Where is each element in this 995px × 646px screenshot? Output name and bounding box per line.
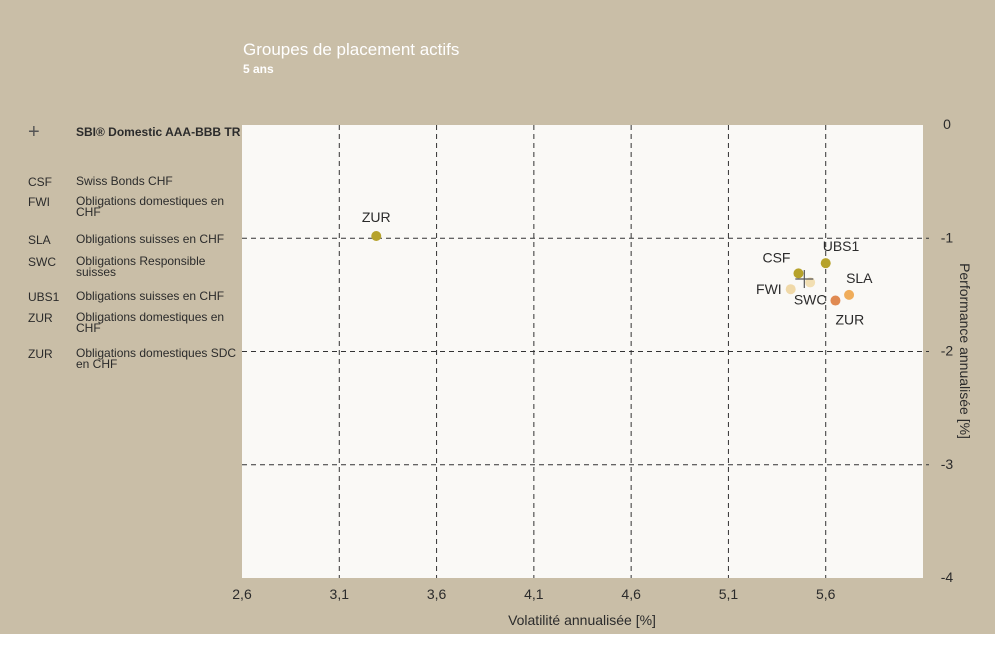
plus-icon: + bbox=[28, 121, 40, 143]
legend-label: Obligations Responsible suisses bbox=[76, 254, 206, 279]
legend-label: Swiss Bonds CHF bbox=[76, 174, 173, 188]
y-tick-labels: 0 -1 -2 -3 -4 bbox=[941, 116, 954, 585]
chart-title: Groupes de placement actifs bbox=[243, 40, 460, 59]
point-label: FWI bbox=[756, 281, 782, 297]
x-tick-label: 2,6 bbox=[232, 586, 252, 602]
scatter-point bbox=[820, 258, 831, 269]
y-tick-label: -3 bbox=[941, 456, 954, 472]
legend-code: ZUR bbox=[28, 311, 53, 325]
legend-label: Obligations suisses en CHF bbox=[76, 232, 225, 246]
legend-label: Obligations domestiques en CHF bbox=[76, 194, 225, 219]
y-tick-label: -4 bbox=[941, 569, 954, 585]
legend-code: UBS1 bbox=[28, 290, 60, 304]
legend-label: Obligations domestiques SDC en CHF bbox=[76, 346, 237, 371]
y-tick-label: 0 bbox=[943, 116, 951, 132]
scatter-point bbox=[785, 284, 796, 295]
x-tick-label: 4,6 bbox=[621, 586, 641, 602]
point-label: ZUR bbox=[835, 312, 864, 328]
legend-code: SWC bbox=[28, 255, 56, 269]
x-axis-label: Volatilité annualisée [%] bbox=[508, 612, 656, 628]
point-label: ZUR bbox=[362, 209, 391, 225]
point-label: CSF bbox=[762, 249, 790, 265]
chart-subtitle: 5 ans bbox=[243, 62, 274, 76]
legend-label-benchmark: SBI® Domestic AAA-BBB TR bbox=[76, 125, 241, 139]
point-label: SWC bbox=[794, 291, 827, 307]
legend-code: CSF bbox=[28, 175, 52, 189]
scatter-point bbox=[371, 230, 382, 241]
point-label: UBS1 bbox=[823, 238, 860, 254]
y-axis-label: Performance annualisée [%] bbox=[957, 263, 973, 439]
x-tick-label: 4,1 bbox=[524, 586, 544, 602]
scatter-point bbox=[830, 295, 841, 306]
legend-code: FWI bbox=[28, 195, 50, 209]
legend-code: ZUR bbox=[28, 347, 53, 361]
grid bbox=[242, 125, 929, 578]
y-tick-label: -2 bbox=[941, 343, 954, 359]
x-tick-label: 3,1 bbox=[330, 586, 350, 602]
legend-label: Obligations suisses en CHF bbox=[76, 289, 225, 303]
scatter-point bbox=[844, 289, 855, 300]
scatter-point bbox=[805, 277, 816, 288]
scatter-point bbox=[793, 268, 804, 279]
x-tick-label: 3,6 bbox=[427, 586, 447, 602]
data-points: ZUR CSF UBS1 FWI SWC ZUR SLA bbox=[362, 209, 873, 328]
x-tick-label: 5,1 bbox=[719, 586, 739, 602]
point-label: SLA bbox=[846, 270, 873, 286]
x-tick-labels: 2,6 3,1 3,6 4,1 4,6 5,1 5,6 bbox=[232, 586, 835, 602]
y-tick-label: -1 bbox=[941, 229, 954, 245]
legend-label: Obligations domestiques en CHF bbox=[76, 310, 225, 335]
legend-code: SLA bbox=[28, 233, 51, 247]
x-tick-label: 5,6 bbox=[816, 586, 836, 602]
